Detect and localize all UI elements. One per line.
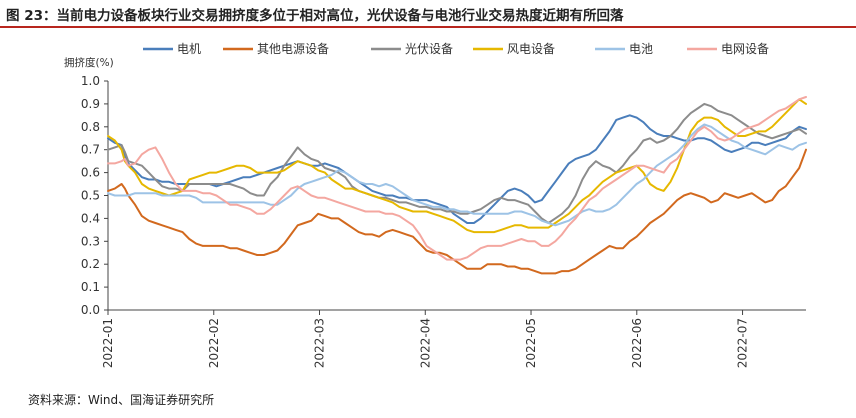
y-axis: 0.0 0.1 0.2 0.3 0.4 0.5 0.6 0.7 0.8 0.9 1.0 <box>81 74 109 317</box>
y-tick-label: 0.0 <box>81 303 100 317</box>
x-tick-label: 2022-03 <box>313 318 327 368</box>
y-tick-label: 0.9 <box>81 97 100 111</box>
x-tick-label: 2022-01 <box>101 318 115 368</box>
y-tick-label: 0.7 <box>81 143 100 157</box>
series-line <box>107 102 807 224</box>
legend-label: 光伏设备 <box>405 42 453 56</box>
y-tick-label: 1.0 <box>81 74 100 88</box>
x-tick-label: 2022-04 <box>418 318 432 368</box>
series-line <box>107 114 807 224</box>
x-tick-label: 2022-02 <box>207 318 221 368</box>
legend-label: 电池 <box>629 42 653 56</box>
series-line <box>107 123 807 227</box>
x-axis: 2022-01 2022-02 2022-03 2022-04 2022-05 2022-… <box>101 309 806 368</box>
y-axis-label: 拥挤度(%) <box>64 56 114 69</box>
y-tick-label: 0.5 <box>81 189 100 203</box>
x-tick-label: 2022-07 <box>736 318 750 368</box>
y-tick-label: 0.6 <box>81 166 100 180</box>
x-tick-label: 2022-06 <box>630 318 644 368</box>
legend: 电机 其他电源设备 光伏设备 风电设备 电池 电网设备 <box>143 42 769 56</box>
legend-label: 电机 <box>177 42 201 56</box>
series-line <box>107 96 807 261</box>
y-tick-label: 0.1 <box>81 280 100 294</box>
legend-label: 风电设备 <box>507 42 555 56</box>
chart-title: 图 23：当前电力设备板块行业交易拥挤度多位于相对高位，光伏设备与电池行业交易热… <box>6 8 624 24</box>
series-group <box>107 96 807 275</box>
series-line <box>107 148 807 275</box>
source-note: 资料来源：Wind、国海证券研究所 <box>28 393 215 407</box>
legend-label: 电网设备 <box>721 42 769 56</box>
title-bar: 图 23：当前电力设备板块行业交易拥挤度多位于相对高位，光伏设备与电池行业交易热… <box>0 0 856 28</box>
legend-label: 其他电源设备 <box>257 42 329 56</box>
y-tick-label: 0.3 <box>81 234 100 248</box>
y-tick-label: 0.8 <box>81 120 100 134</box>
y-tick-label: 0.4 <box>81 211 100 225</box>
x-tick-label: 2022-05 <box>524 318 538 368</box>
y-tick-label: 0.2 <box>81 257 100 271</box>
